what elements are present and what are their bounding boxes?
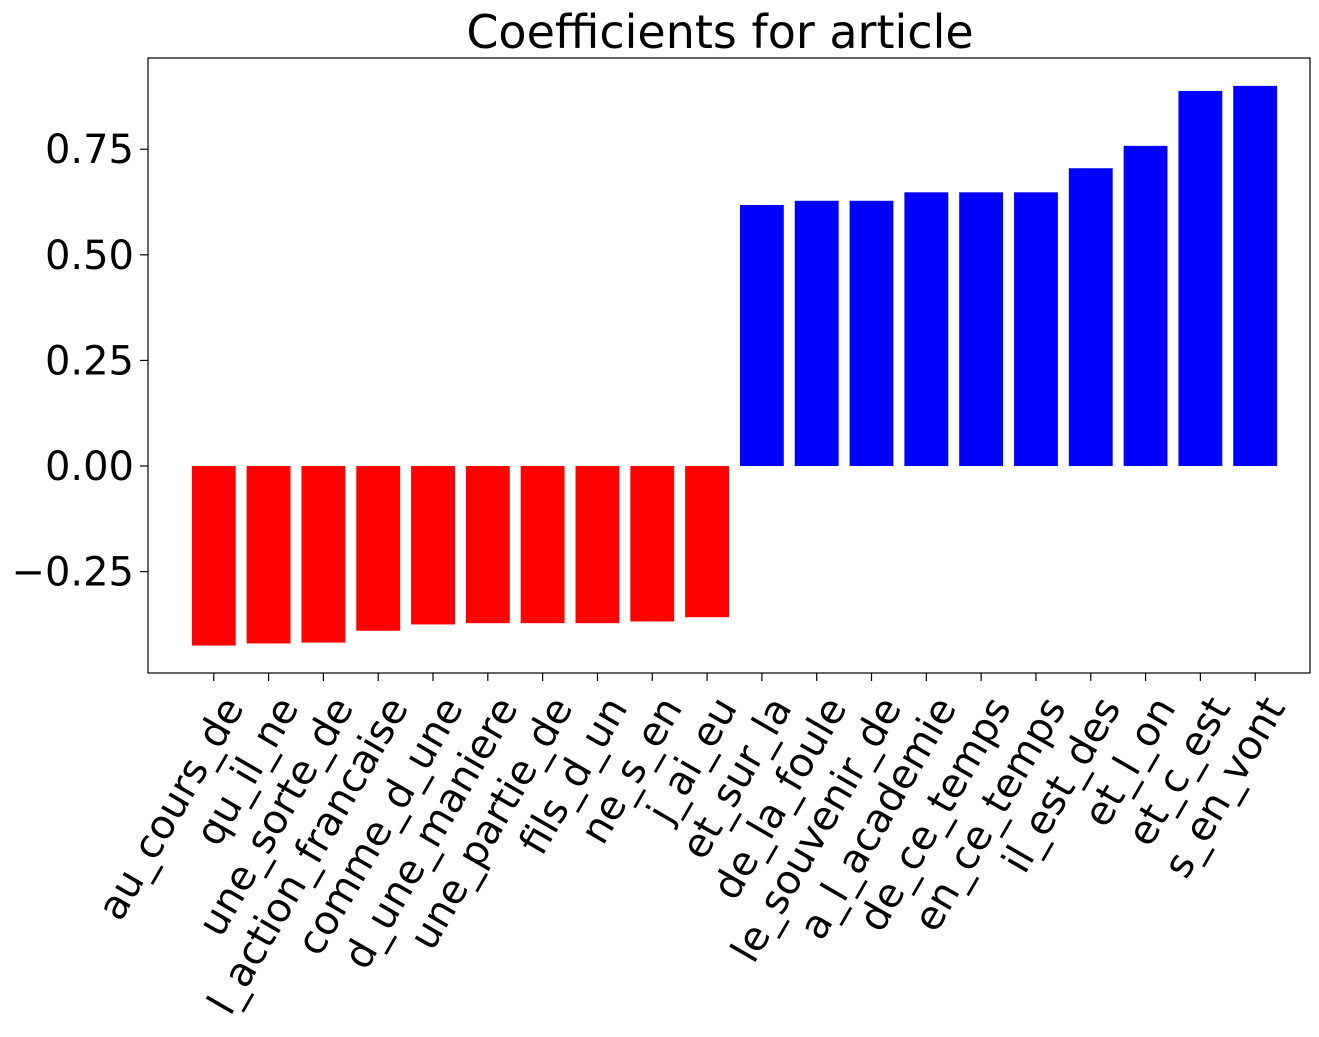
y-tick-label: 0.75	[45, 127, 134, 173]
bar-comme_d_une	[411, 466, 455, 625]
bar-a_l_academie	[904, 192, 949, 467]
bar-une_partie_de	[520, 466, 565, 624]
bar-et_sur_la	[739, 204, 784, 467]
bar-de_la_foule	[794, 200, 839, 467]
bar-en_ce_temps	[1014, 192, 1058, 467]
bar-fils_d_un	[575, 466, 620, 624]
bar-et_c_est	[1178, 90, 1223, 467]
y-tick-label: 0.25	[45, 338, 134, 384]
y-tick-label: 0.00	[45, 444, 134, 490]
bar-et_l_on	[1123, 145, 1168, 467]
bar-l_action_francaise	[356, 466, 401, 631]
bar-le_souvenir_de	[849, 200, 894, 467]
chart-title: Coefficients for article	[466, 5, 973, 59]
bar-au_cours_de	[191, 466, 236, 646]
y-tick-label: −0.25	[11, 550, 134, 596]
bars-group	[191, 85, 1278, 646]
bar-d_une_maniere	[465, 466, 510, 624]
bar-il_est_des	[1068, 168, 1113, 467]
bar-de_ce_temps	[959, 192, 1004, 467]
x-axis: au_cours_dequ_il_neune_sorte_del_action_…	[89, 673, 1295, 1022]
bar-qu_il_ne	[246, 466, 291, 644]
bar-s_en_vont	[1233, 85, 1278, 467]
y-tick-label: 0.50	[45, 233, 134, 279]
y-axis: −0.25 0.00 0.25 0.50 0.75	[11, 127, 148, 596]
plot-area-frame	[147, 57, 1311, 674]
bar-ne_s_en	[630, 466, 675, 622]
bar-j_ai_eu	[685, 466, 729, 618]
bar-une_sorte_de	[301, 466, 346, 643]
